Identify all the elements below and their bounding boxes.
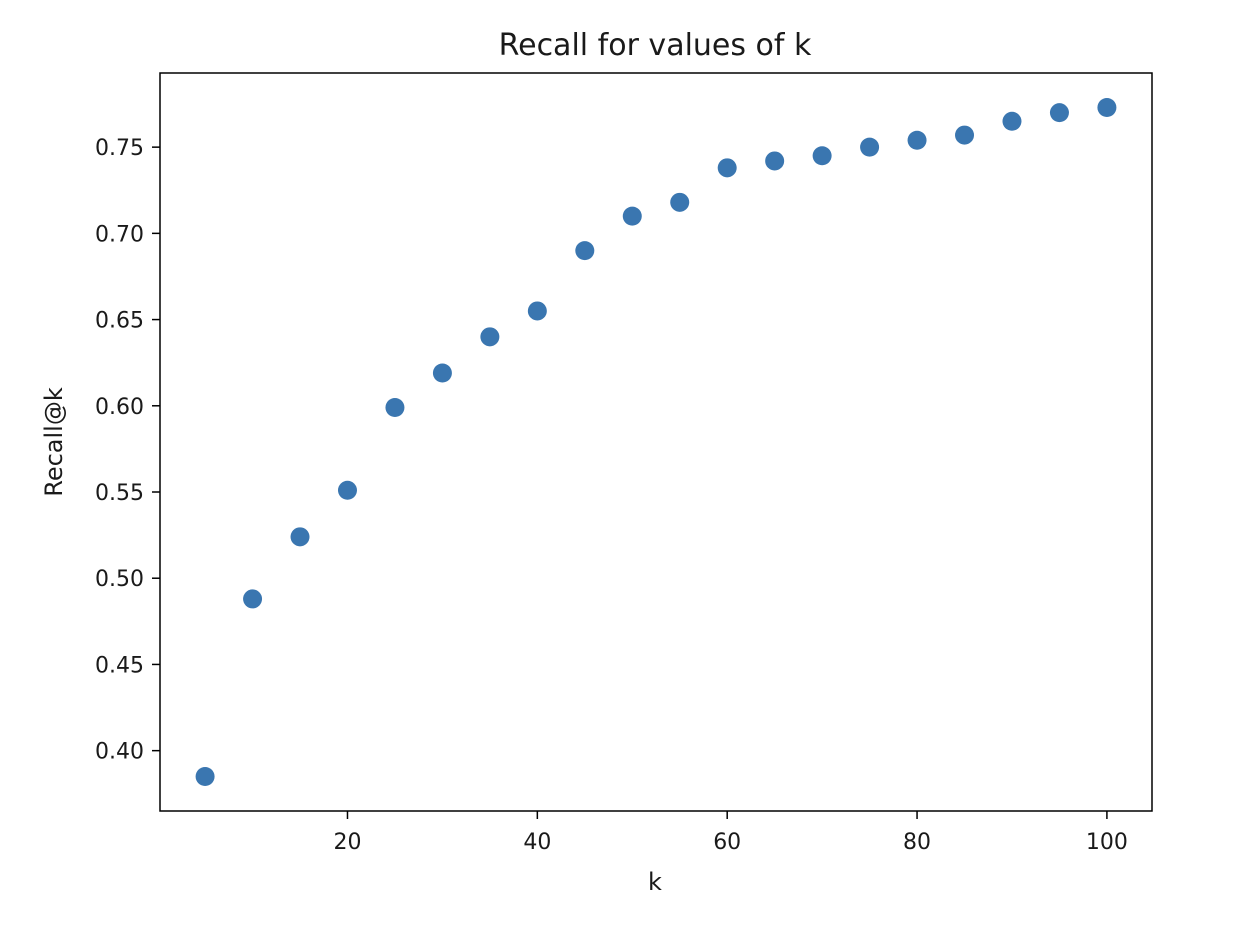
data-point (1097, 97, 1117, 117)
y-tick-label: 0.50 (95, 567, 144, 592)
data-point (907, 130, 927, 150)
data-point (1049, 103, 1069, 123)
data-point (717, 158, 737, 178)
plot-frame (159, 72, 1153, 812)
data-point (955, 125, 975, 145)
x-tick-label: 40 (523, 830, 551, 855)
chart-title: Recall for values of k (499, 28, 812, 63)
data-point (385, 398, 405, 418)
data-point (622, 206, 642, 226)
y-tick-label: 0.60 (95, 395, 144, 420)
x-tick-label: 100 (1086, 830, 1128, 855)
y-tick-label: 0.70 (95, 222, 144, 247)
data-point (480, 327, 500, 347)
plot-area (159, 72, 1153, 812)
data-point (860, 137, 880, 157)
data-point (432, 363, 452, 383)
y-tick-label: 0.65 (95, 309, 144, 334)
data-point (195, 767, 215, 787)
data-point (243, 589, 263, 609)
y-tick-label: 0.45 (95, 653, 144, 678)
y-tick-label: 0.75 (95, 136, 144, 161)
x-tick-label: 20 (333, 830, 361, 855)
data-point (527, 301, 547, 321)
x-axis-ticks: 20 40 60 80 100 (333, 811, 1128, 855)
x-tick-label: 60 (713, 830, 741, 855)
x-tick-label: 80 (903, 830, 931, 855)
y-axis-ticks: 0.40 0.45 0.50 0.55 0.60 0.65 0.70 0.75 (95, 136, 160, 765)
data-point (765, 151, 785, 171)
data-point (337, 480, 357, 500)
data-point (1002, 111, 1022, 131)
x-axis-label: k (648, 868, 662, 896)
y-tick-label: 0.40 (95, 740, 144, 765)
data-points (195, 97, 1117, 787)
y-axis-label: Recall@k (40, 387, 68, 497)
data-point (812, 146, 832, 166)
data-point (575, 241, 595, 261)
data-point (290, 527, 310, 547)
data-point (670, 192, 690, 212)
y-tick-label: 0.55 (95, 481, 144, 506)
